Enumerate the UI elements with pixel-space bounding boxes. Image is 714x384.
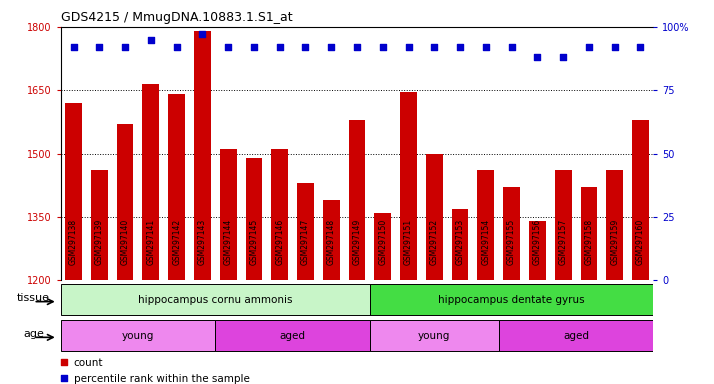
Bar [374,213,391,280]
Bar [323,200,340,280]
Text: GSM297149: GSM297149 [353,219,361,265]
Text: GSM297145: GSM297145 [249,219,258,265]
Point [506,44,518,50]
Text: GSM297139: GSM297139 [95,219,104,265]
Text: GSM297144: GSM297144 [223,219,233,265]
Bar [220,149,236,280]
Text: GSM297150: GSM297150 [378,219,387,265]
Text: GSM297154: GSM297154 [481,219,491,265]
Bar [348,120,366,280]
Bar [400,92,417,280]
Bar [61,284,370,316]
Bar [426,154,443,280]
Text: aged: aged [563,331,589,341]
Bar [529,221,545,280]
Point [635,44,646,50]
Bar [65,103,82,280]
Text: GSM297148: GSM297148 [327,219,336,265]
Bar [169,94,185,280]
Bar [452,209,468,280]
Bar [606,170,623,280]
Text: GDS4215 / MmugDNA.10883.1.S1_at: GDS4215 / MmugDNA.10883.1.S1_at [61,11,292,24]
Point [94,44,105,50]
Bar [632,120,649,280]
Text: GSM297141: GSM297141 [146,219,156,265]
Text: GSM297142: GSM297142 [172,219,181,265]
Text: count: count [74,358,104,368]
Point [145,36,156,43]
Text: GSM297146: GSM297146 [275,219,284,265]
Point [351,44,363,50]
Point [300,44,311,50]
Text: GSM297158: GSM297158 [584,219,593,265]
Bar [498,320,653,351]
Point [119,44,131,50]
Point [248,44,260,50]
Point [403,44,414,50]
Text: GSM297143: GSM297143 [198,219,207,265]
Text: GSM297151: GSM297151 [404,219,413,265]
Bar [271,149,288,280]
Text: GSM297147: GSM297147 [301,219,310,265]
Bar [194,31,211,280]
Bar [246,158,262,280]
Text: age: age [23,329,44,339]
Text: hippocampus dentate gyrus: hippocampus dentate gyrus [438,295,585,305]
Point [223,44,234,50]
Text: GSM297159: GSM297159 [610,219,619,265]
Point [532,54,543,60]
Bar [370,284,653,316]
Point [454,44,466,50]
Text: GSM297153: GSM297153 [456,219,465,265]
Text: young: young [122,331,154,341]
Point [274,44,286,50]
Point [68,44,79,50]
Text: tissue: tissue [17,293,50,303]
Text: GSM297140: GSM297140 [121,219,130,265]
Bar [216,320,370,351]
Text: hippocampus cornu ammonis: hippocampus cornu ammonis [138,295,293,305]
Text: GSM297138: GSM297138 [69,219,78,265]
Point [609,44,620,50]
Bar [116,124,134,280]
Text: GSM297160: GSM297160 [636,219,645,265]
Point [171,44,182,50]
Point [480,44,491,50]
Bar [478,170,494,280]
Point [196,31,208,38]
Bar [61,320,216,351]
Point [428,44,440,50]
Point [326,44,337,50]
Point [377,44,388,50]
Point [378,297,390,303]
Text: GSM297155: GSM297155 [507,219,516,265]
Point [378,158,390,164]
Text: aged: aged [280,331,306,341]
Text: GSM297156: GSM297156 [533,219,542,265]
Bar [503,187,520,280]
Text: young: young [418,331,451,341]
Bar [143,84,159,280]
Text: GSM297157: GSM297157 [558,219,568,265]
Text: percentile rank within the sample: percentile rank within the sample [74,374,250,384]
Bar [297,183,314,280]
Point [583,44,595,50]
Bar [91,170,108,280]
Point [558,54,569,60]
Text: GSM297152: GSM297152 [430,219,439,265]
Bar [370,320,498,351]
Bar [580,187,598,280]
Bar [555,170,571,280]
